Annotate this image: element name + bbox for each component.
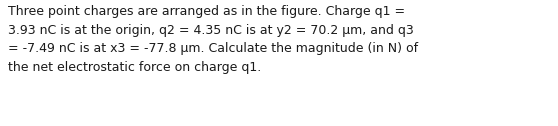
Text: Three point charges are arranged as in the figure. Charge q1 =
3.93 nC is at the: Three point charges are arranged as in t… [8, 5, 418, 74]
